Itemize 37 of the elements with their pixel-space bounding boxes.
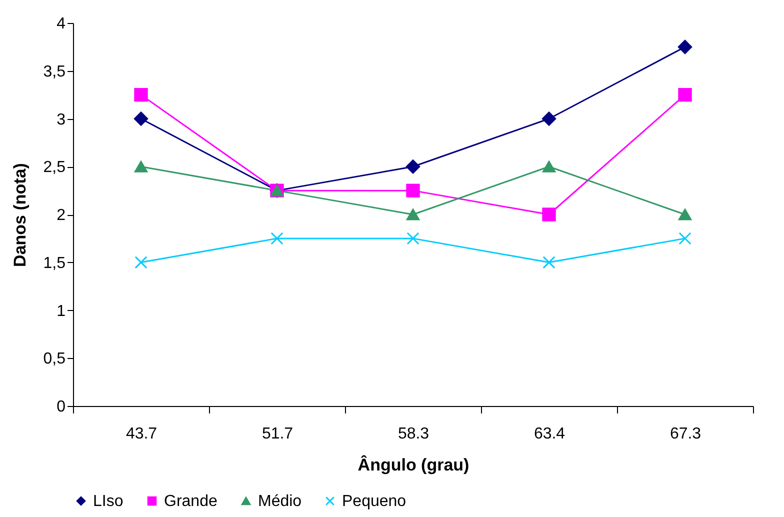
point xyxy=(134,256,148,269)
legend-label: LIso xyxy=(93,493,124,510)
legend-label: Pequeno xyxy=(342,493,406,510)
point xyxy=(134,112,148,126)
x-tick-label: 63.4 xyxy=(534,426,566,442)
point xyxy=(270,232,284,245)
x-tick-label: 58.3 xyxy=(398,426,430,442)
y-tick-label: 0,5 xyxy=(43,350,66,368)
y-tick-label: 3,5 xyxy=(43,63,66,80)
x-tick-label: 43.7 xyxy=(126,426,158,442)
x-axis-title: Ângulo (grau) xyxy=(358,454,470,474)
point xyxy=(406,160,420,174)
point xyxy=(542,112,556,126)
y-tick-label: 2 xyxy=(56,207,66,224)
y-tick-label: 4 xyxy=(56,16,66,32)
point xyxy=(542,256,556,269)
y-tick-label: 3 xyxy=(56,111,66,128)
point xyxy=(678,40,692,54)
x-tick-label: 67.3 xyxy=(670,426,702,442)
legend-label: Grande xyxy=(164,493,218,510)
y-tick-label: 1,5 xyxy=(43,254,66,272)
point xyxy=(678,232,692,245)
point xyxy=(542,160,556,172)
x-tick-label: 51.7 xyxy=(262,426,294,442)
legend-label: Médio xyxy=(258,493,302,510)
point xyxy=(134,88,148,102)
point xyxy=(678,88,692,102)
y-tick-label: 1 xyxy=(56,302,66,320)
point xyxy=(406,184,420,198)
y-tick-label: 0 xyxy=(56,398,66,416)
point xyxy=(542,208,556,222)
y-axis-title: Danos (nota) xyxy=(10,163,30,267)
point xyxy=(678,208,692,220)
point xyxy=(406,208,420,220)
y-tick-label: 2,5 xyxy=(43,159,66,176)
point xyxy=(406,232,420,245)
point xyxy=(134,160,148,172)
